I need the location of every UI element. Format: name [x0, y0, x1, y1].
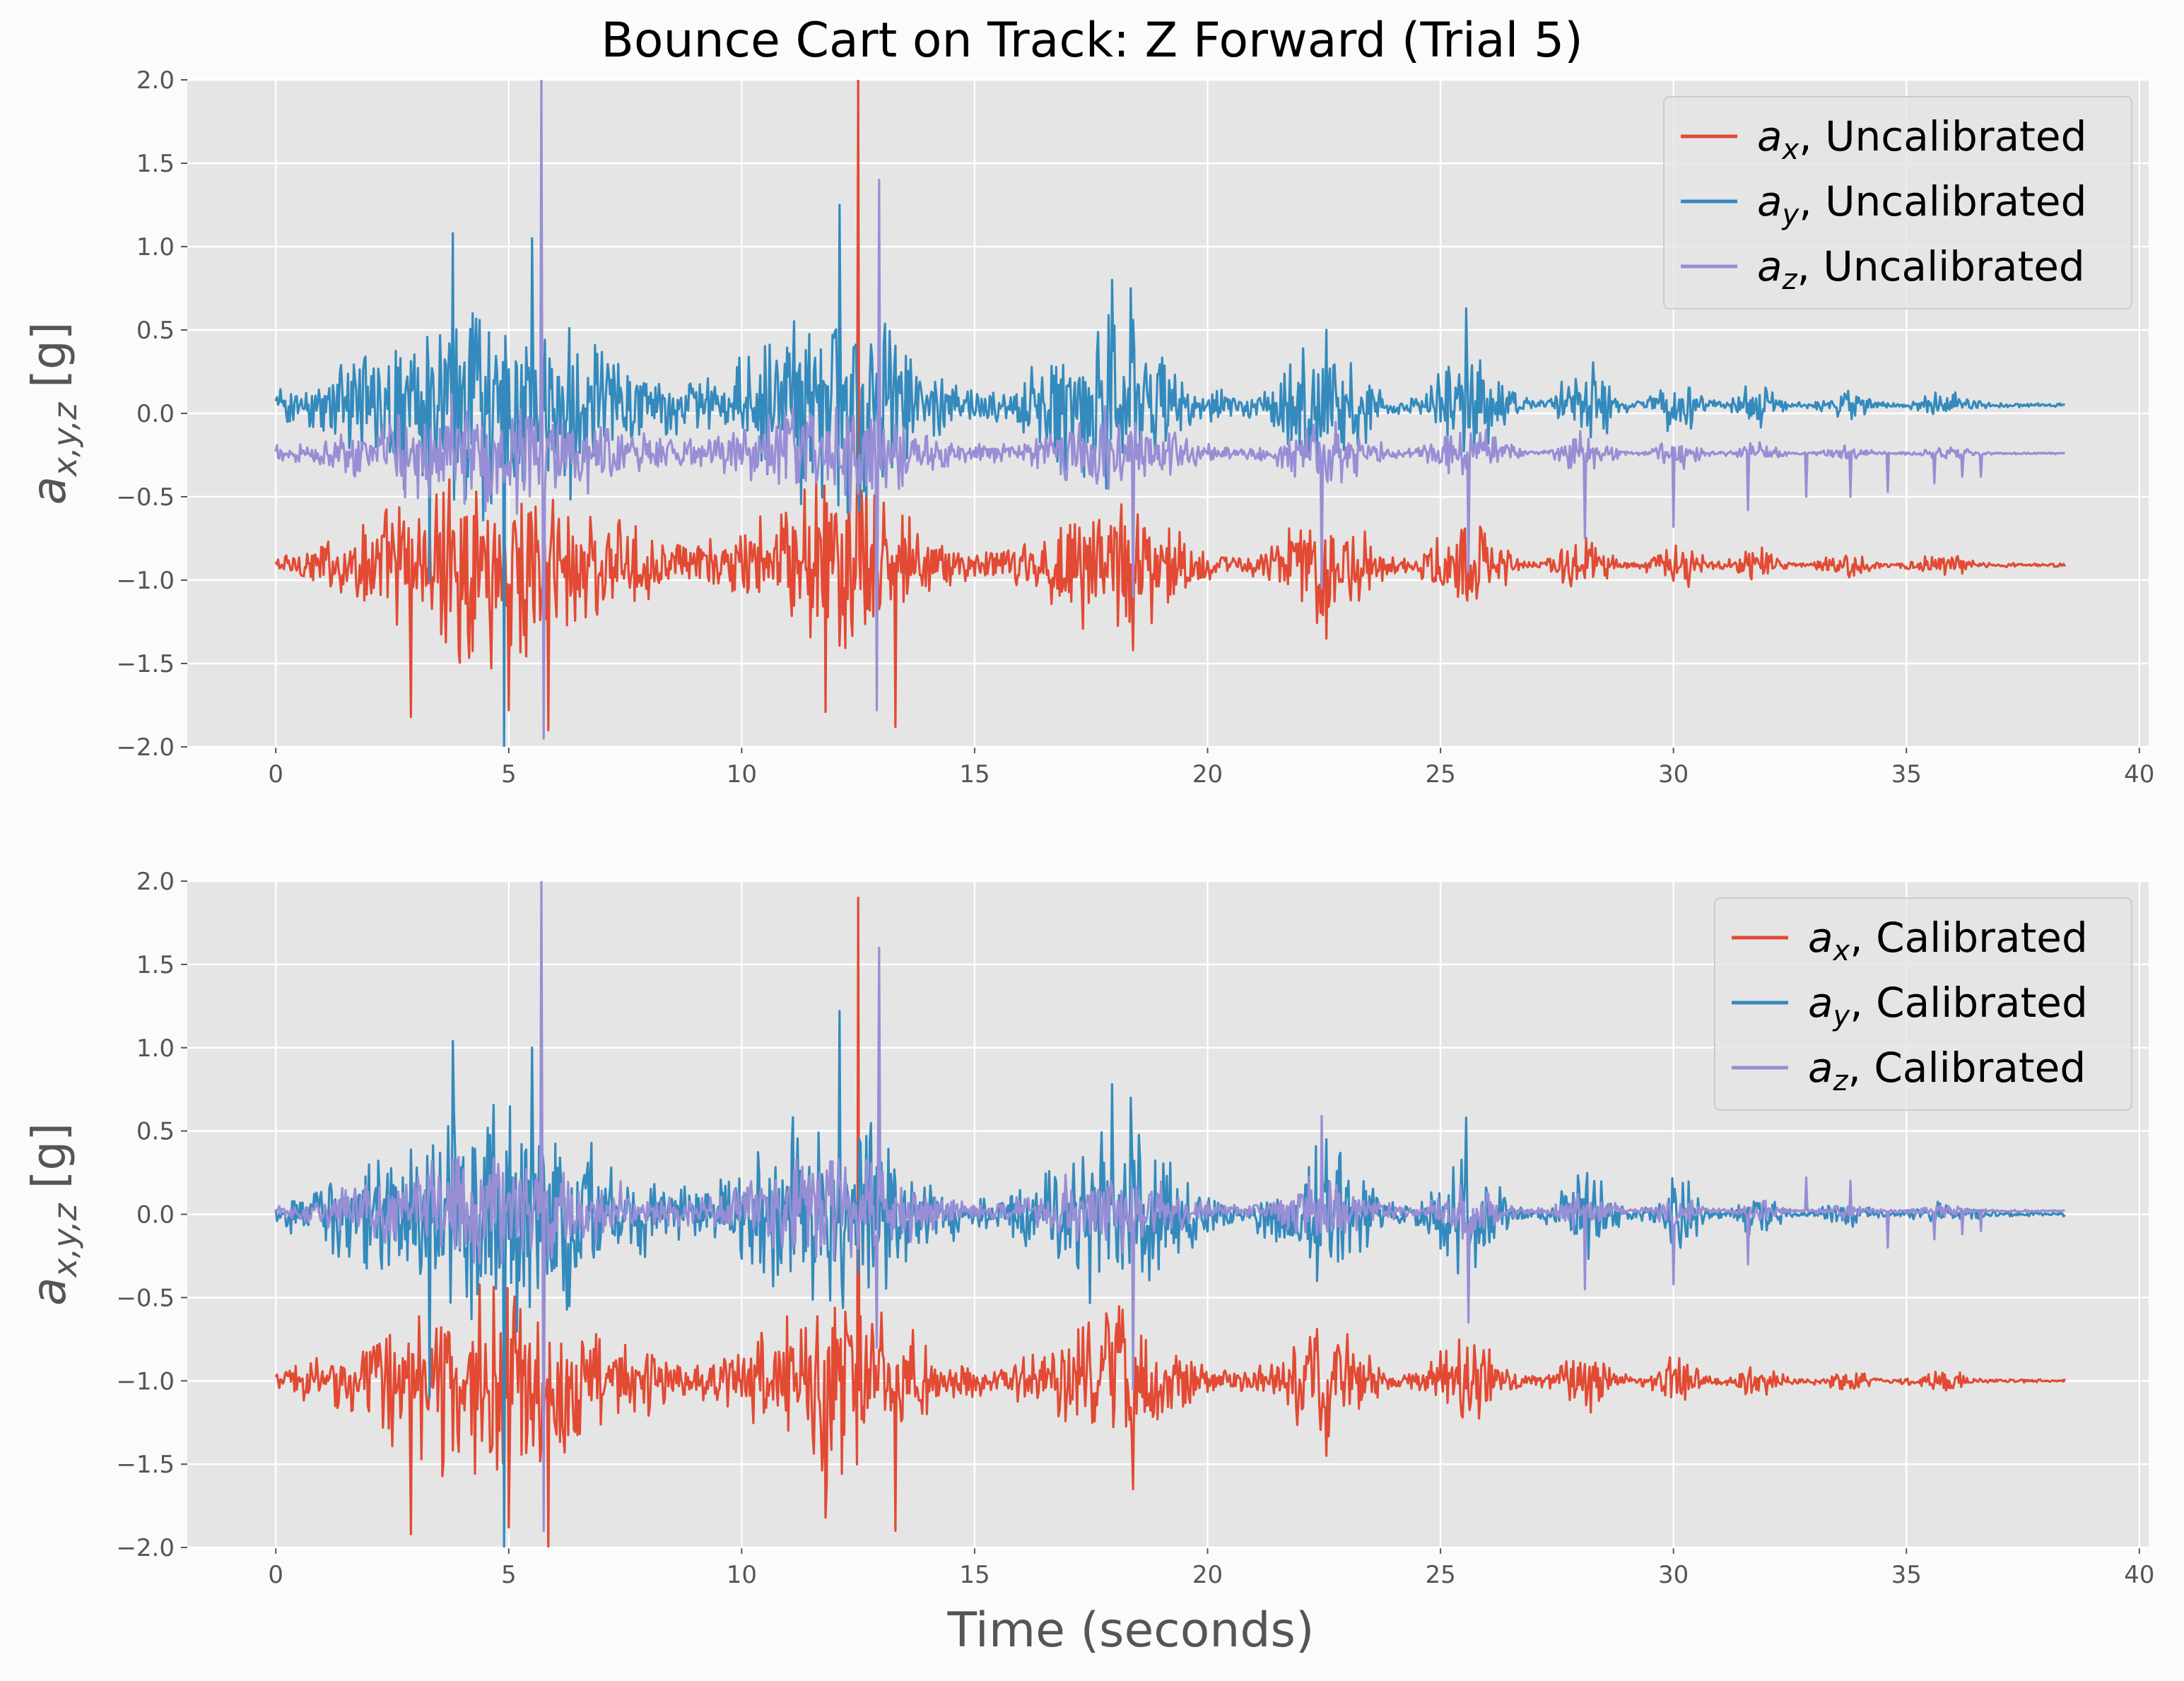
- series-group: [274, 80, 2066, 747]
- series-line-az: [274, 80, 2066, 740]
- y-tick-label: 1.0: [136, 233, 175, 261]
- top-panel: 0 5 10 15 20 25 30 35 40 −2.0 −1.5 −1.0 −0.5 0.0 0.5 1.…: [22, 66, 2154, 789]
- y-tick-label: −0.5: [116, 1284, 175, 1312]
- y-tick-label: −1.5: [116, 650, 175, 678]
- series-line-ay: [274, 204, 2065, 747]
- legend-label: ax, Uncalibrated: [1757, 112, 2086, 166]
- x-axis-label: Time (seconds): [946, 1603, 1314, 1658]
- y-tick-label: 0.0: [136, 400, 175, 428]
- y-tick-label: 2.0: [136, 868, 175, 896]
- x-tick-label: 10: [727, 1561, 757, 1589]
- legend-box: [1714, 897, 2132, 1111]
- series-line-az: [274, 881, 2065, 1532]
- x-tick-label: 0: [268, 760, 283, 789]
- y-tick-label: 0.5: [136, 317, 175, 345]
- y-tick-label: 1.0: [136, 1034, 175, 1063]
- x-tick-label: 10: [727, 760, 757, 789]
- x-tick-label: 30: [1658, 760, 1689, 789]
- y-axis-label: ax,y,z [g]: [22, 322, 84, 505]
- y-axis-label: ax,y,z [g]: [22, 1123, 84, 1306]
- series-line-ax: [274, 896, 2066, 1547]
- series-group: [274, 881, 2066, 1547]
- y-tick-label: 1.5: [136, 150, 175, 178]
- x-tick-label: 40: [2124, 1561, 2154, 1589]
- y-tick-label: −2.0: [116, 1534, 175, 1562]
- y-tick-label: 2.0: [136, 66, 175, 95]
- legend-label: ax, Calibrated: [1808, 914, 2088, 967]
- x-tick-label: 40: [2124, 760, 2154, 789]
- x-tick-label: 20: [1192, 760, 1223, 789]
- x-tick-label: 5: [501, 760, 517, 789]
- legend-label: ay, Calibrated: [1808, 979, 2088, 1032]
- x-tick-label: 35: [1891, 1561, 1922, 1589]
- y-tick-label: −2.0: [116, 733, 175, 762]
- y-tick-label: −0.5: [116, 483, 175, 512]
- series-line-ax: [274, 80, 2066, 732]
- legend: ax, Calibrated ay, Calibrated az, Calibrat…: [1714, 897, 2132, 1111]
- y-tick-label: 1.5: [136, 951, 175, 979]
- chart-title: Bounce Cart on Track: Z Forward (Trial 5…: [601, 13, 1583, 69]
- x-tick-label: 30: [1658, 1561, 1689, 1589]
- legend: ax, Uncalibrated ay, Uncalibrated az, Unca…: [1663, 96, 2132, 309]
- legend-label: ay, Uncalibrated: [1757, 177, 2086, 231]
- x-tick-label: 15: [959, 1561, 990, 1589]
- y-tick-label: −1.5: [116, 1451, 175, 1479]
- y-tick-label: 0.0: [136, 1201, 175, 1229]
- legend-label: az, Uncalibrated: [1757, 242, 2085, 296]
- bottom-panel: 0 5 10 15 20 25 30 35 40 −2.0 −1.5 −1.0 −0.5 0.0 0.5 1.…: [22, 868, 2154, 1589]
- legend-box: [1663, 96, 2132, 309]
- x-tick-label: 5: [501, 1561, 517, 1589]
- x-tick-label: 15: [959, 760, 990, 789]
- x-tick-label: 25: [1425, 760, 1455, 789]
- y-tick-label: 0.5: [136, 1118, 175, 1146]
- x-tick-label: 20: [1192, 1561, 1223, 1589]
- y-tick-label: −1.0: [116, 567, 175, 595]
- x-tick-label: 35: [1891, 760, 1922, 789]
- y-tick-label: −1.0: [116, 1367, 175, 1396]
- x-tick-label: 25: [1425, 1561, 1455, 1589]
- x-tick-label: 0: [268, 1561, 283, 1589]
- legend-label: az, Calibrated: [1808, 1044, 2086, 1097]
- series-line-ay: [274, 1010, 2066, 1547]
